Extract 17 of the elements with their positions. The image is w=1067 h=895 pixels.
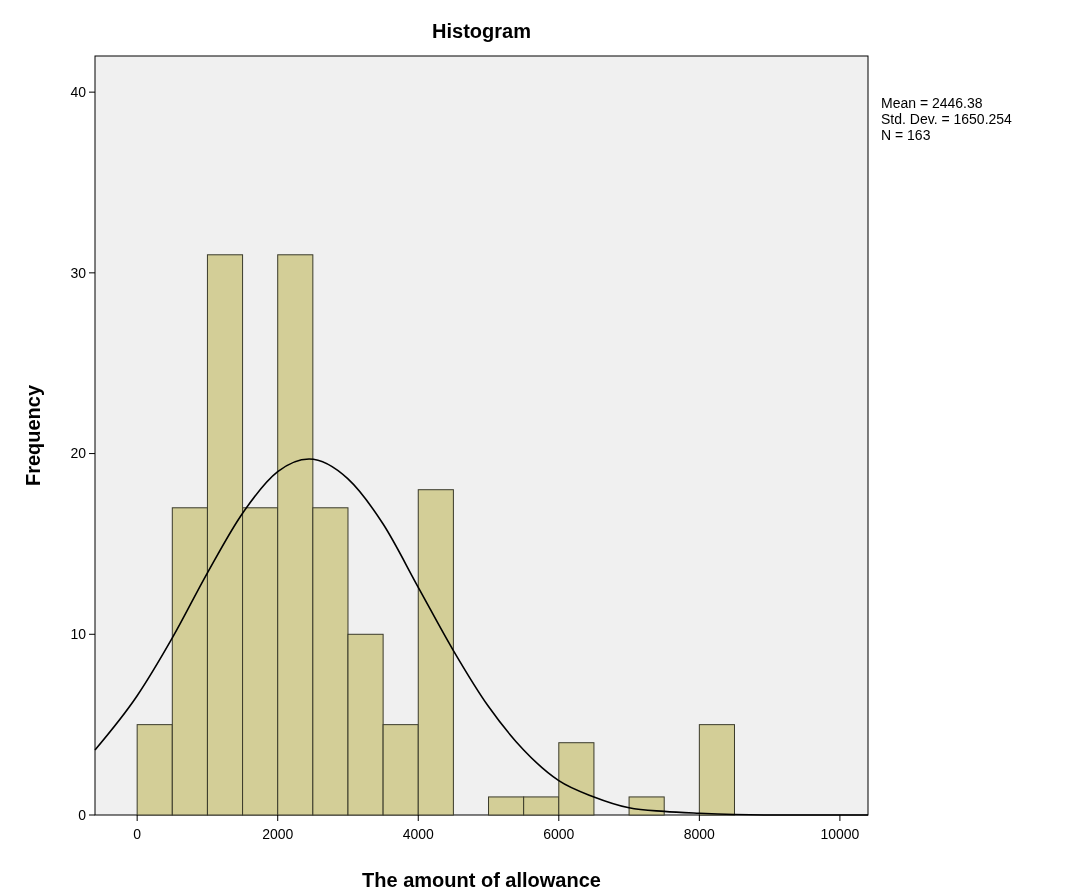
x-tick-label: 6000 (543, 826, 575, 842)
y-axis-title: Frequency (22, 384, 44, 487)
y-tick-label: 20 (70, 445, 87, 462)
chart-title: Histogram (432, 20, 531, 42)
y-tick-label: 10 (70, 626, 87, 643)
x-tick-label: 10000 (820, 826, 860, 842)
x-tick-label: 8000 (683, 826, 716, 842)
y-tick-label: 0 (78, 806, 87, 823)
text: Mean = 2446.38 (881, 95, 983, 111)
text: Std. Dev. = 1650.254 (881, 111, 1013, 127)
x-axis-title: The amount of allowance (362, 869, 601, 891)
x-tick-label: 0 (133, 826, 142, 842)
y-tick-label: 30 (70, 264, 87, 281)
y-tick-label: 40 (70, 84, 87, 101)
text: N = 163 (881, 127, 931, 143)
x-tick-label: 4000 (402, 826, 435, 842)
x-tick-label: 2000 (262, 826, 294, 842)
